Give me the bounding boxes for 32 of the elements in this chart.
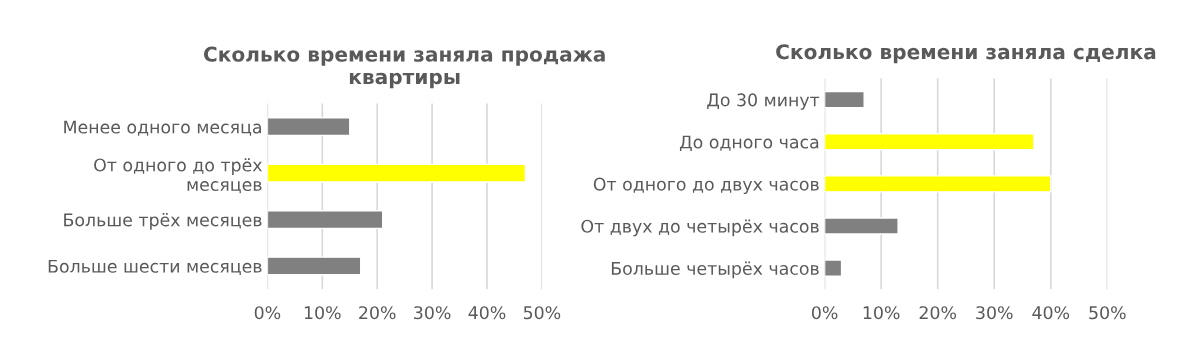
bar — [267, 163, 527, 183]
bar — [267, 117, 351, 137]
x-tick-label: 40% — [1032, 306, 1070, 320]
x-tick-label: 30% — [976, 306, 1013, 320]
bar — [824, 90, 865, 109]
x-tick-label: 30% — [414, 306, 451, 320]
y-tick-label: От одного до трёх месяцев — [94, 158, 262, 194]
y-tick-label: Больше трёх месяцев — [64, 212, 262, 230]
bar — [824, 217, 899, 235]
y-tick-label: От двух до четырёх часов — [581, 219, 819, 237]
x-tick-label: 0% — [811, 306, 838, 320]
x-tick-label: 20% — [359, 306, 396, 320]
x-tick-label: 20% — [919, 306, 957, 320]
chart-title: Сколько времени заняла продажа квартиры — [203, 46, 605, 89]
x-tick-label: 10% — [863, 306, 900, 320]
bar — [267, 210, 384, 230]
y-tick-label: До 30 минут — [707, 93, 820, 110]
bar — [824, 175, 1052, 193]
chart-title: Сколько времени заняла сделка — [776, 44, 1156, 64]
x-tick-label: 50% — [1089, 306, 1126, 320]
x-tick-label: 0% — [254, 306, 281, 320]
y-tick-label: От одного до двух часов — [593, 177, 819, 195]
x-tick-label: 40% — [468, 306, 506, 320]
x-tick-label: 50% — [523, 306, 561, 320]
y-tick-label: Больше шести месяцев — [48, 259, 262, 275]
y-tick-label: До одного часа — [679, 135, 819, 152]
bar — [267, 256, 362, 276]
x-tick-label: 10% — [304, 306, 341, 320]
bar — [824, 133, 1035, 151]
bar — [824, 259, 843, 277]
y-tick-label: Менее одного месяца — [64, 120, 261, 136]
y-tick-label: Больше четырёх часов — [611, 261, 819, 279]
